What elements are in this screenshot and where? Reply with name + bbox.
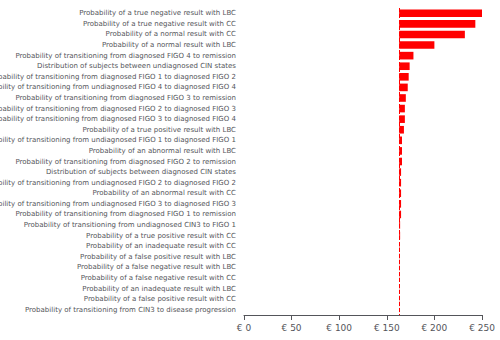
svg-text:€ 250: € 250 xyxy=(469,323,495,333)
svg-text:Probability of a normal result: Probability of a normal result with LBC xyxy=(102,41,236,49)
svg-text:Probability of transitioning f: Probability of transitioning from diagno… xyxy=(15,52,236,60)
svg-text:€ 150: € 150 xyxy=(374,323,400,333)
svg-text:Probability of an abnormal res: Probability of an abnormal result with L… xyxy=(89,147,236,155)
svg-text:Probability of a true positive: Probability of a true positive result wi… xyxy=(82,126,236,134)
svg-text:Probability of transitioning f: Probability of transitioning from diagno… xyxy=(0,105,236,113)
svg-text:Probability of a true negative: Probability of a true negative result wi… xyxy=(83,20,236,28)
svg-text:Probability of an inadequate r: Probability of an inadequate result with… xyxy=(82,285,236,293)
svg-text:Probability of transitioning f: Probability of transitioning from diagno… xyxy=(0,73,236,81)
svg-text:Probability of transitioning f: Probability of transitioning from undiag… xyxy=(0,83,237,91)
svg-text:Probability of a false positiv: Probability of a false positive result w… xyxy=(80,253,236,261)
svg-text:€ 100: € 100 xyxy=(326,323,352,333)
svg-text:Probability of a true positive: Probability of a true positive result wi… xyxy=(86,232,236,240)
svg-text:Distribution of subjects betwe: Distribution of subjects between diagnos… xyxy=(46,168,236,176)
svg-text:Distribution of subjects betwe: Distribution of subjects between undiagn… xyxy=(37,62,236,70)
svg-text:€ 0: € 0 xyxy=(237,323,252,333)
svg-text:Probability of transitioning f: Probability of transitioning from undiag… xyxy=(0,200,236,208)
svg-text:Probability of a false positiv: Probability of a false positive result w… xyxy=(84,295,236,303)
svg-text:Probability of a false negativ: Probability of a false negative result w… xyxy=(77,263,236,271)
svg-text:Probability of an abnormal res: Probability of an abnormal result with C… xyxy=(92,189,236,197)
svg-text:Probability of a false negativ: Probability of a false negative result w… xyxy=(81,274,236,282)
svg-text:Probability of an inadequate r: Probability of an inadequate result with… xyxy=(86,242,236,250)
svg-text:Probability of a normal result: Probability of a normal result with CC xyxy=(106,30,236,38)
svg-text:Probability of transitioning f: Probability of transitioning from CIN3 t… xyxy=(25,306,236,314)
svg-text:€ 50: € 50 xyxy=(282,323,302,333)
svg-text:Probability of transitioning f: Probability of transitioning from undiag… xyxy=(0,179,236,187)
svg-text:Probability of transitioning f: Probability of transitioning from undiag… xyxy=(0,136,236,144)
svg-text:Probability of transitioning f: Probability of transitioning from diagno… xyxy=(15,94,236,102)
svg-text:Probability of transitioning f: Probability of transitioning from diagno… xyxy=(15,210,236,218)
svg-text:Probability of transitioning f: Probability of transitioning from undiag… xyxy=(24,221,236,229)
svg-text:Probability of a true negative: Probability of a true negative result wi… xyxy=(79,9,236,17)
svg-text:Probability of transitioning f: Probability of transitioning from diagno… xyxy=(0,115,236,123)
svg-text:€ 200: € 200 xyxy=(422,323,448,333)
svg-text:Probability of transitioning f: Probability of transitioning from diagno… xyxy=(15,158,236,166)
